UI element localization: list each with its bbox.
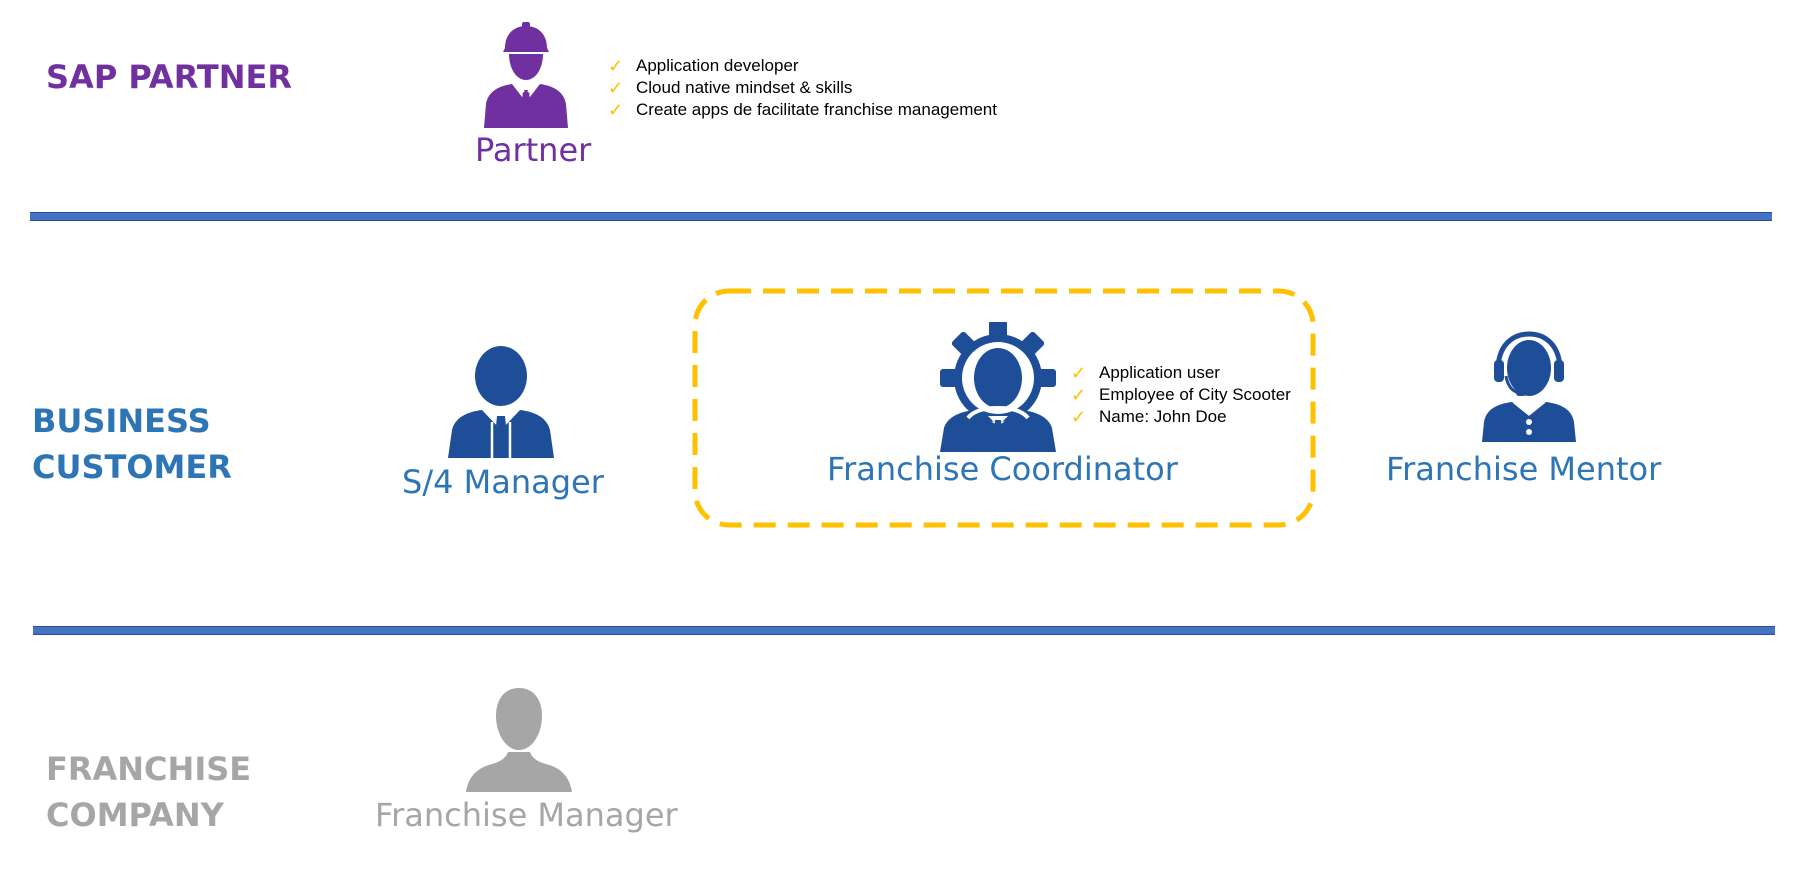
checkmark-icon: ✓: [1071, 385, 1087, 405]
persona-label-franchise-coordinator: Franchise Coordinator: [827, 450, 1178, 488]
checkmark-icon: ✓: [608, 78, 624, 98]
headset-person-icon: [1476, 330, 1582, 442]
highlight-box-franchise-coordinator: [692, 288, 1316, 528]
section-title-sap-partner: SAP PARTNER: [46, 58, 292, 96]
checkmark-icon: ✓: [608, 56, 624, 76]
list-item: ✓ Name: John Doe: [1071, 407, 1227, 427]
person-silhouette-icon: [466, 688, 572, 792]
construction-worker-icon: [478, 22, 573, 128]
list-item: ✓ Application user: [1071, 363, 1220, 383]
checkmark-icon: ✓: [608, 100, 624, 120]
list-item: ✓ Application developer: [608, 56, 799, 76]
section-divider-top: [30, 212, 1772, 221]
list-item: ✓ Create apps de facilitate franchise man…: [608, 100, 997, 120]
section-divider-bottom: [33, 626, 1775, 635]
partner-traits-list: ✓ Application developer ✓ Cloud native min…: [608, 55, 997, 121]
checkmark-icon: ✓: [1071, 407, 1087, 427]
persona-label-franchise-manager: Franchise Manager: [375, 796, 678, 834]
list-item: ✓ Employee of City Scooter: [1071, 385, 1291, 405]
businessman-icon: [446, 346, 556, 458]
coordinator-traits-list: ✓ Application user ✓ Employee of City Scoo…: [1071, 362, 1291, 428]
checkmark-icon: ✓: [1071, 363, 1087, 383]
persona-label-franchise-mentor: Franchise Mentor: [1386, 450, 1662, 488]
persona-label-s4-manager: S/4 Manager: [402, 463, 604, 501]
gear-person-icon: [940, 322, 1056, 452]
section-title-franchise-company: FRANCHISE COMPANY: [46, 750, 252, 834]
persona-label-partner: Partner: [475, 131, 592, 169]
section-title-business-customer: BUSINESS CUSTOMER: [32, 402, 232, 486]
list-item: ✓ Cloud native mindset & skills: [608, 78, 853, 98]
